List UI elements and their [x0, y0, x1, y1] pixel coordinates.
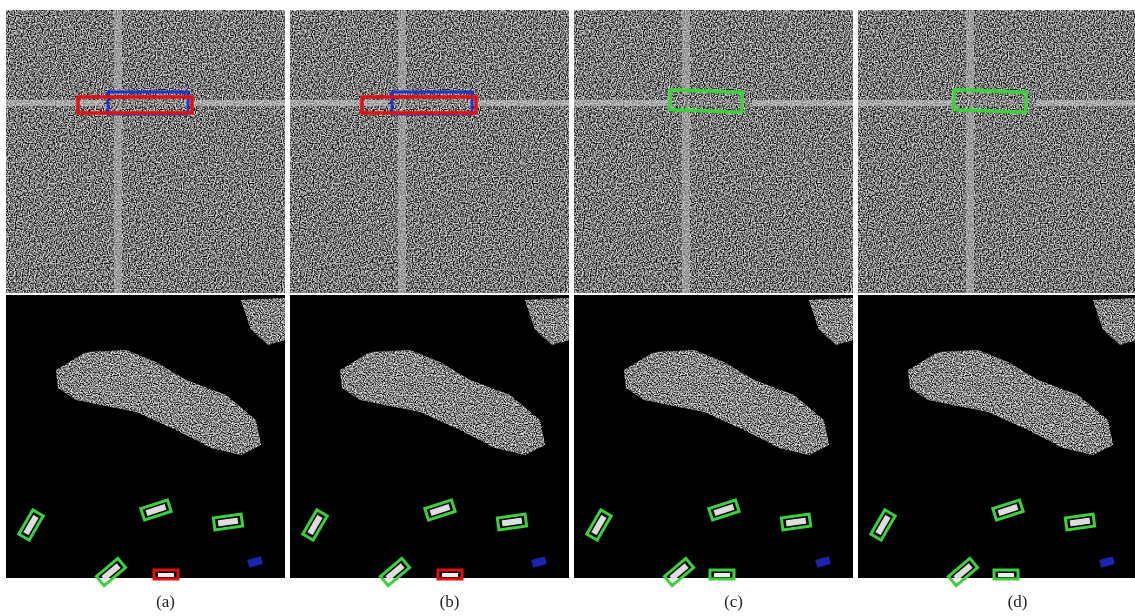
- panel-label: (c): [724, 592, 743, 611]
- top-image: [858, 10, 1135, 293]
- ship: [442, 573, 458, 577]
- panel: (d): [858, 10, 1135, 611]
- ship: [158, 573, 174, 577]
- panel: (c): [574, 10, 853, 611]
- panel: (a): [6, 10, 285, 611]
- page: (a)(b)(c)(d) (() => { const data = JSON.…: [0, 0, 1135, 616]
- cross-vertical: [398, 10, 406, 293]
- top-image: [6, 10, 285, 293]
- panel-label: (b): [440, 592, 460, 611]
- panel-label: (a): [156, 592, 175, 611]
- top-image: [290, 10, 569, 293]
- figure: (a) (b) (c) (d): [0, 0, 1135, 616]
- ship: [998, 573, 1014, 577]
- ship: [714, 573, 730, 577]
- panel: (b): [290, 10, 569, 611]
- cross-vertical: [114, 10, 122, 293]
- cross-vertical: [966, 10, 974, 293]
- top-image: [574, 10, 853, 293]
- panel-label: (d): [1008, 592, 1028, 611]
- cross-vertical: [682, 10, 690, 293]
